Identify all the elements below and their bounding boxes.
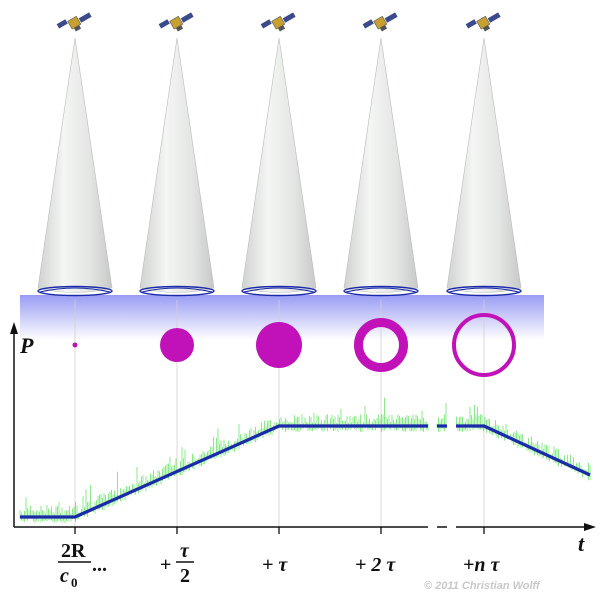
- svg-text:0: 0: [71, 575, 78, 590]
- illumination-spots: [72, 313, 516, 377]
- x-axis-arrowhead: [584, 523, 596, 531]
- satellite-icon: [260, 11, 297, 33]
- x-axis-label: t: [578, 531, 585, 556]
- footprint-ring: [343, 285, 419, 297]
- illumination-ring: [354, 318, 408, 372]
- satellite-icon: [465, 11, 502, 33]
- illumination-dot: [72, 342, 78, 348]
- beam-cone: [343, 11, 419, 297]
- svg-text:2: 2: [180, 565, 190, 587]
- beam-cones: [37, 11, 522, 297]
- y-axis-label: P: [19, 333, 34, 358]
- satellite-icon: [362, 11, 399, 33]
- copyright-credit: © 2011 Christian Wolff: [424, 580, 541, 592]
- x-ticks: [74, 527, 485, 534]
- tick-label-4: +n τ: [463, 554, 501, 576]
- tick-label-0: 2R c 0 ...: [58, 540, 107, 590]
- beam-cone: [139, 11, 215, 297]
- svg-text:...: ...: [92, 554, 107, 576]
- footprint-ring: [139, 285, 215, 297]
- svg-text:τ: τ: [180, 540, 190, 562]
- signal-trace: [20, 424, 428, 519]
- axes: [10, 322, 596, 531]
- tick-label-3: + 2 τ: [355, 554, 396, 576]
- svg-text:2R: 2R: [61, 540, 86, 562]
- tick-label-1: + τ 2: [160, 540, 194, 587]
- footprint-ring: [241, 285, 317, 297]
- satellite-icon: [56, 11, 93, 33]
- illumination-disk: [160, 328, 194, 362]
- svg-text:+: +: [160, 554, 171, 576]
- illumination-disk: [256, 322, 302, 368]
- tick-label-2: + τ: [262, 554, 288, 576]
- beam-cone: [446, 11, 522, 297]
- signal-trace-segment: [456, 424, 591, 477]
- satellite-icon: [158, 11, 195, 33]
- beam-cone: [241, 11, 317, 297]
- footprint-ring: [446, 285, 522, 297]
- y-axis-arrowhead: [10, 322, 18, 334]
- footprint-ring: [37, 285, 113, 297]
- beam-cone: [37, 11, 113, 297]
- svg-text:c: c: [60, 565, 69, 587]
- illumination-ring: [452, 313, 516, 377]
